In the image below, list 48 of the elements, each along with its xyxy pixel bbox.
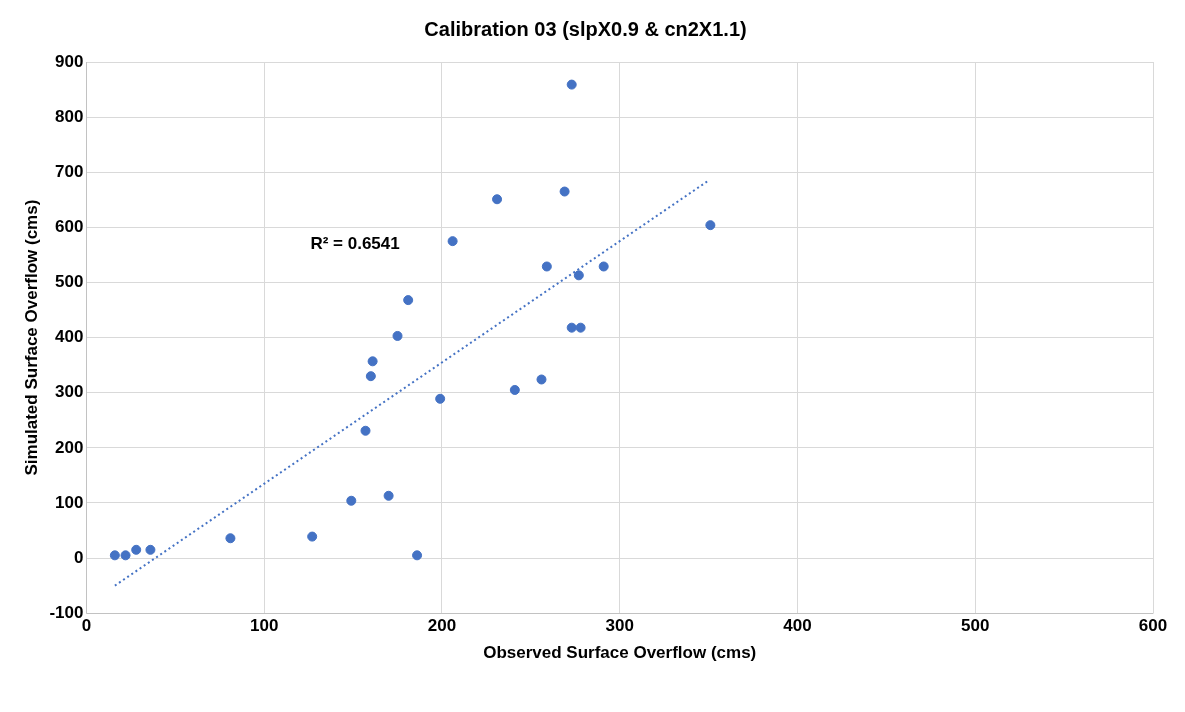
x-tick-label: 400 [783,616,812,636]
y-tick-label: 500 [55,272,84,292]
chart-title: Calibration 03 (slpX0.9 & cn2X1.1) [424,17,747,40]
point [447,236,458,247]
y-tick-label: 200 [55,437,84,457]
point [145,544,156,555]
point [573,270,584,281]
y-tick-label: 700 [55,161,84,181]
point [509,384,520,395]
point [392,330,403,341]
x-tick-label: 200 [427,616,457,636]
point [225,533,236,544]
x-tick-label: 600 [1138,616,1168,636]
point [566,79,577,90]
point [559,186,570,197]
point [120,550,131,561]
point [492,194,503,205]
x-axis-title: Observed Surface Overflow (cms) [483,643,757,663]
point [383,490,394,501]
x-tick-label: 100 [250,616,279,636]
point [131,544,142,555]
point [575,322,586,333]
y-tick-label: 900 [55,51,84,71]
y-tick-label: -100 [49,602,84,622]
point [403,295,414,306]
point [412,550,423,561]
point [435,393,446,404]
y-tick-label: 600 [55,217,84,237]
y-tick-label: 0 [73,547,84,567]
point [536,374,547,385]
point [705,220,716,231]
x-tick-label: 500 [961,616,990,636]
y-tick-label: 400 [55,327,84,347]
point [541,261,552,272]
x-tick-label: 300 [605,616,634,636]
point [367,356,378,367]
point [566,322,577,333]
y-tick-label: 100 [55,492,84,512]
point [346,495,357,506]
y-tick-label: 800 [55,106,84,126]
point [360,425,371,436]
annotation: R² = 0.6541 [310,234,400,254]
y-axis-title: Simulated Surface Overflow (cms) [21,199,41,476]
y-tick-label: 300 [55,382,84,402]
point [109,550,120,561]
point [307,531,318,542]
point [598,261,609,272]
point [365,371,376,382]
